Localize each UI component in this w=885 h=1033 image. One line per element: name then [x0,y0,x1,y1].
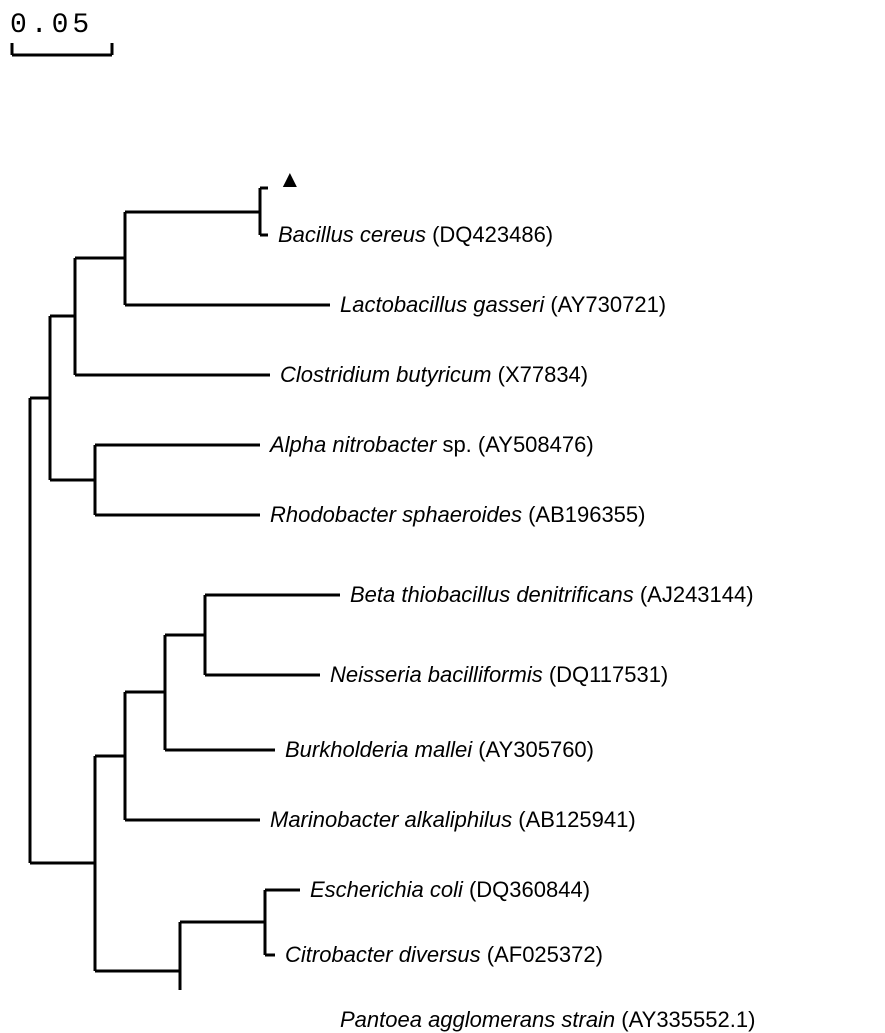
scale-bar-line [10,41,130,61]
species-name: Escherichia coli [310,877,463,902]
accession-number: (AY335552.1) [615,1007,755,1032]
taxon-label: Citrobacter diversus (AF025372) [285,942,603,968]
taxon-label: Clostridium butyricum (X77834) [280,362,588,388]
species-suffix: sp. [436,432,471,457]
taxon-label: Alpha nitrobacter sp. (AY508476) [270,432,594,458]
species-name: Rhodobacter sphaeroides [270,502,522,527]
tree-svg [10,150,875,990]
accession-number: (DQ360844) [463,877,590,902]
accession-number: (AF025372) [481,942,603,967]
species-name: Alpha nitrobacter [270,432,436,457]
accession-number: (AY508476) [472,432,594,457]
species-name: Bacillus cereus [278,222,426,247]
species-name: Marinobacter alkaliphilus [270,807,512,832]
species-name: Lactobacillus gasseri [340,292,544,317]
taxon-label: Neisseria bacilliformis (DQ117531) [330,662,668,688]
taxon-label: Beta thiobacillus denitrificans (AJ24314… [350,582,754,608]
accession-number: (AB125941) [512,807,636,832]
phylogenetic-tree: ▲ Bacillus cereus (DQ423486) Lactobacillus… [10,150,875,990]
accession-number: (DQ117531) [543,662,669,687]
species-name: Beta thiobacillus denitrificans [350,582,634,607]
species-name: Clostridium butyricum [280,362,492,387]
taxon-label: Burkholderia mallei (AY305760) [285,737,594,763]
taxon-label: Marinobacter alkaliphilus (AB125941) [270,807,636,833]
query-marker: ▲ [278,166,302,194]
species-name: Citrobacter diversus [285,942,481,967]
taxon-label: Bacillus cereus (DQ423486) [278,222,553,248]
accession-number: (DQ423486) [426,222,553,247]
accession-number: (X77834) [492,362,589,387]
species-name: Neisseria bacilliformis [330,662,543,687]
taxon-label: Lactobacillus gasseri (AY730721) [340,292,666,318]
taxon-label: Rhodobacter sphaeroides (AB196355) [270,502,645,528]
scale-label: 0.05 [10,10,130,41]
taxon-label: Pantoea agglomerans strain (AY335552.1) [340,1007,755,1033]
accession-number: (AY305760) [472,737,594,762]
accession-number: (AJ243144) [634,582,754,607]
taxon-label: Escherichia coli (DQ360844) [310,877,590,903]
scale-bar: 0.05 [10,10,130,66]
accession-number: (AB196355) [522,502,646,527]
species-name: Pantoea agglomerans strain [340,1007,615,1032]
species-name: Burkholderia mallei [285,737,472,762]
accession-number: (AY730721) [544,292,666,317]
